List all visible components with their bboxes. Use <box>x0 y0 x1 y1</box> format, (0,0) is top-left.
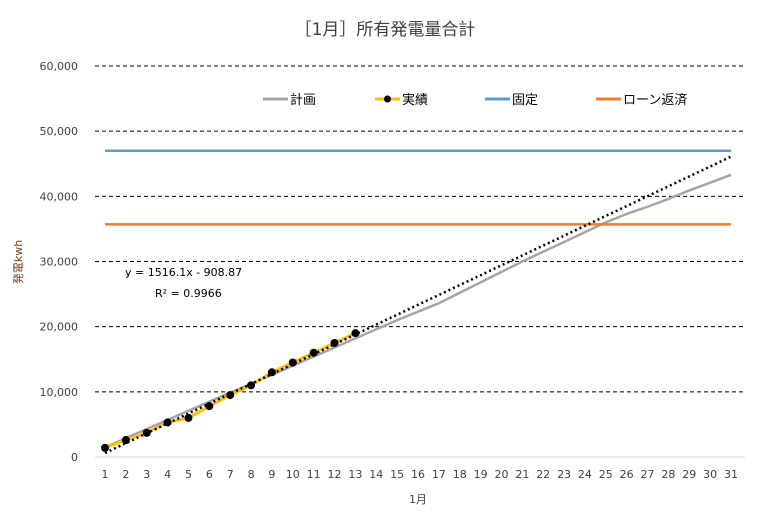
x-tick-label: 9 <box>268 468 275 481</box>
legend-label: 計画 <box>290 92 316 108</box>
x-tick-label: 8 <box>248 468 255 481</box>
data-point <box>247 381 256 390</box>
x-tick-label: 15 <box>390 468 404 481</box>
y-tick-label: 40,000 <box>40 190 79 203</box>
x-tick-label: 30 <box>703 468 717 481</box>
data-point <box>351 329 360 338</box>
x-tick-label: 10 <box>286 468 300 481</box>
y-tick-label: 60,000 <box>40 60 79 73</box>
data-point <box>163 418 172 427</box>
x-tick-label: 12 <box>328 468 342 481</box>
x-tick-label: 2 <box>122 468 129 481</box>
y-tick-label: 20,000 <box>40 321 79 334</box>
x-tick-label: 11 <box>307 468 321 481</box>
data-point <box>184 413 193 422</box>
x-tick-label: 19 <box>474 468 488 481</box>
x-tick-label: 18 <box>453 468 467 481</box>
data-point <box>309 348 318 357</box>
x-tick-label: 21 <box>515 468 529 481</box>
x-tick-label: 27 <box>641 468 655 481</box>
legend-label: ローン返済 <box>623 92 687 108</box>
y-tick-label: 0 <box>71 451 78 464</box>
x-axis-label: 1月 <box>409 493 427 506</box>
x-tick-label: 28 <box>661 468 675 481</box>
x-tick-label: 4 <box>164 468 171 481</box>
trendline <box>104 155 732 455</box>
x-tick-label: 14 <box>369 468 383 481</box>
x-tick-label: 24 <box>578 468 592 481</box>
x-tick-label: 1 <box>102 468 109 481</box>
x-tick-label: 29 <box>682 468 696 481</box>
y-tick-label: 10,000 <box>40 386 79 399</box>
data-point <box>205 402 214 411</box>
legend-label: 固定 <box>512 93 538 108</box>
x-tick-label: 31 <box>724 468 738 481</box>
x-tick-label: 23 <box>557 468 571 481</box>
x-tick-label: 3 <box>143 468 150 481</box>
trendline-r2: R² = 0.9966 <box>155 287 222 300</box>
x-tick-label: 6 <box>206 468 213 481</box>
y-tick-label: 50,000 <box>40 125 79 138</box>
x-tick-label: 25 <box>599 468 613 481</box>
x-tick-label: 7 <box>227 468 234 481</box>
x-tick-label: 5 <box>185 468 192 481</box>
y-axis-label: 発電kwh <box>11 240 25 284</box>
y-tick-label: 30,000 <box>40 256 79 269</box>
series-line-計画 <box>104 173 732 449</box>
data-point <box>101 443 109 452</box>
x-tick-label: 16 <box>411 468 425 481</box>
x-tick-label: 20 <box>494 468 508 481</box>
legend-marker <box>384 95 391 103</box>
chart-title: ［1月］所有発電量合計 <box>295 20 476 40</box>
x-tick-label: 26 <box>620 468 634 481</box>
x-tick-label: 13 <box>348 468 362 481</box>
x-tick-label: 17 <box>432 468 446 481</box>
trendline-equation: y = 1516.1x - 908.87 <box>125 266 242 279</box>
x-tick-label: 22 <box>536 468 550 481</box>
legend-label: 実績 <box>402 92 428 108</box>
